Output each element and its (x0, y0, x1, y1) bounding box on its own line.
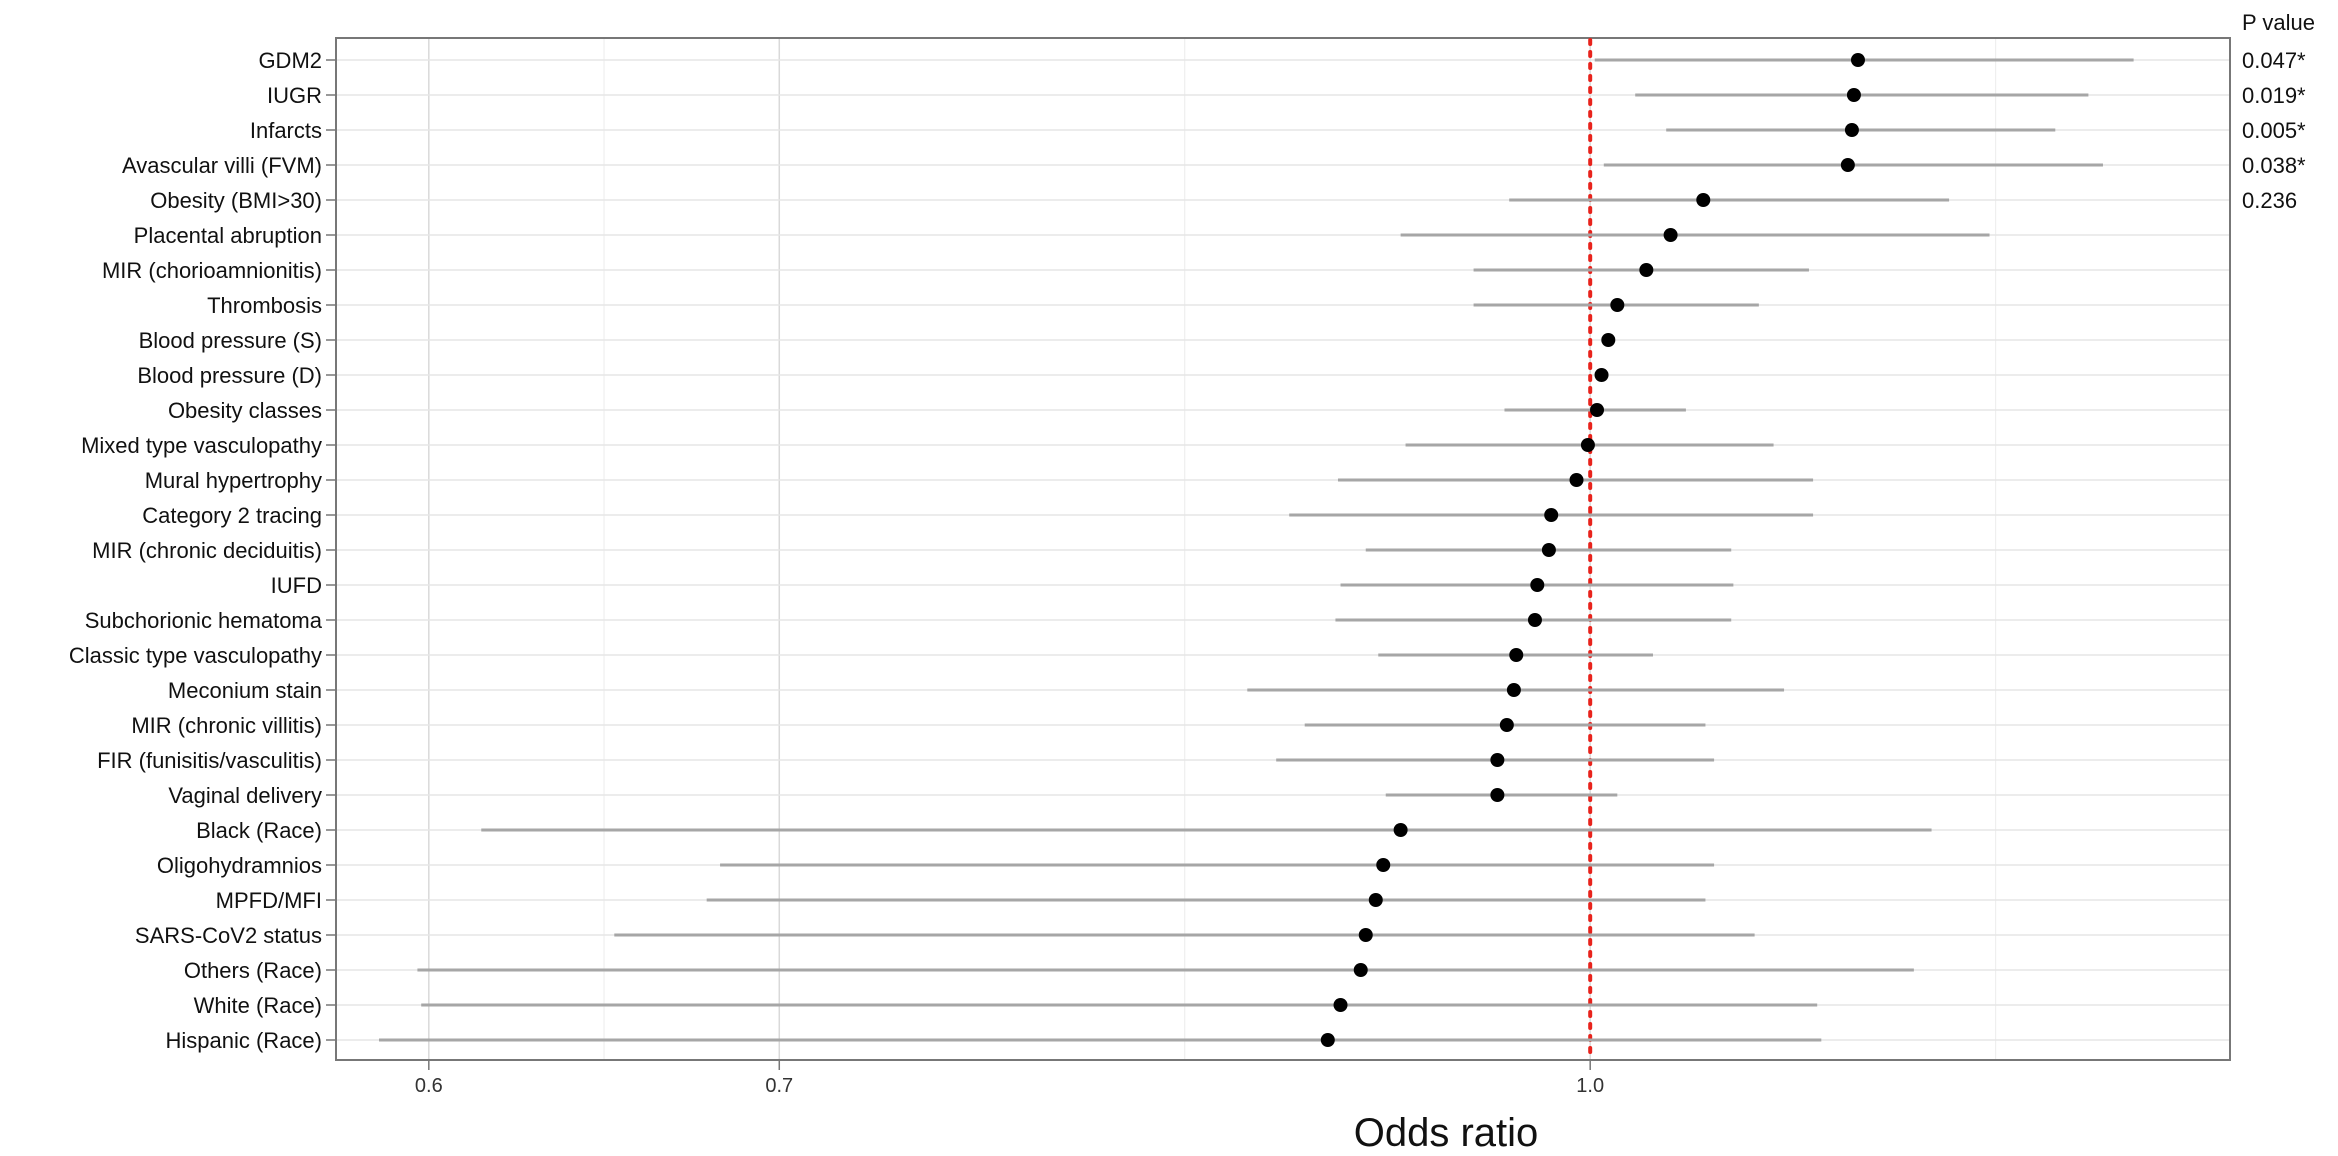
row-label: FIR (funisitis/vasculitis) (97, 748, 322, 773)
row-label: Black (Race) (196, 818, 322, 843)
p-value: 0.047* (2242, 48, 2306, 73)
row-label: MIR (chronic deciduitis) (92, 538, 322, 563)
point-estimate (1590, 403, 1605, 417)
point-estimate (1320, 1033, 1335, 1047)
plot-frame (335, 37, 2231, 1061)
p-value: 0.038* (2242, 153, 2306, 178)
point-estimate (1353, 963, 1368, 977)
row-label: Others (Race) (184, 958, 322, 983)
row-label: Blood pressure (S) (139, 328, 322, 353)
point-estimate (1580, 438, 1595, 452)
row-label: Avascular villi (FVM) (122, 153, 322, 178)
row-label: White (Race) (194, 993, 322, 1018)
row-label: Placental abruption (134, 223, 322, 248)
row-label: Blood pressure (D) (137, 363, 322, 388)
point-estimate (1368, 893, 1383, 907)
confidence-intervals (379, 58, 2134, 1042)
row-label: MPFD/MFI (216, 888, 322, 913)
row-label: Mural hypertrophy (145, 468, 322, 493)
row-label: Category 2 tracing (142, 503, 322, 528)
row-label: Hispanic (Race) (166, 1028, 323, 1053)
p-value: 0.019* (2242, 83, 2306, 108)
point-estimate (1601, 333, 1616, 347)
point-estimate (1844, 123, 1859, 137)
row-label: Subchorionic hematoma (85, 608, 323, 633)
row-label: MIR (chorioamnionitis) (102, 258, 322, 283)
row-label: Obesity (BMI>30) (150, 188, 322, 213)
point-estimate (1541, 543, 1556, 557)
p-value-header: P value (2242, 10, 2315, 35)
row-label: SARS-CoV2 status (135, 923, 322, 948)
point-estimate (1569, 473, 1584, 487)
row-label: Thrombosis (207, 293, 322, 318)
point-estimate (1509, 648, 1524, 662)
x-tick-label: 0.6 (415, 1075, 443, 1097)
point-estimate (1506, 683, 1521, 697)
row-label: GDM2 (258, 48, 322, 73)
point-estimate (1610, 298, 1625, 312)
row-label: Obesity classes (168, 398, 322, 423)
point-estimate (1594, 368, 1609, 382)
p-values: P value 0.047* 0.019* 0.005* 0.038* 0.236 (2242, 10, 2315, 213)
x-axis-title: Odds ratio (1354, 1111, 1539, 1155)
row-label: Vaginal delivery (168, 783, 322, 808)
point-estimate (1850, 53, 1865, 67)
x-tick-label: 1.0 (1576, 1075, 1604, 1097)
point-estimate (1846, 88, 1861, 102)
row-label: IUFD (271, 573, 322, 598)
point-estimate (1696, 193, 1711, 207)
p-value: 0.005* (2242, 118, 2306, 143)
row-label: MIR (chronic villitis) (131, 713, 322, 738)
point-estimate (1499, 718, 1514, 732)
p-value: 0.236 (2242, 188, 2297, 213)
x-tick-label: 0.7 (765, 1075, 793, 1097)
point-estimate (1490, 753, 1505, 767)
point-estimate (1527, 613, 1542, 627)
row-label: Classic type vasculopathy (69, 643, 322, 668)
row-label: IUGR (267, 83, 322, 108)
point-estimate (1530, 578, 1545, 592)
row-label: Infarcts (250, 118, 322, 143)
x-axis-ticks: 0.6 0.7 1.0 (415, 1060, 1604, 1097)
row-label: Mixed type vasculopathy (81, 433, 322, 458)
row-labels: GDM2 IUGR Infarcts Avascular villi (FVM) Obe… (69, 48, 336, 1053)
point-estimate (1663, 228, 1678, 242)
grid (336, 38, 2230, 1060)
point-estimate (1358, 928, 1373, 942)
point-estimate (1393, 823, 1408, 837)
point-estimate (1544, 508, 1559, 522)
point-estimate (1840, 158, 1855, 172)
point-estimate (1376, 858, 1391, 872)
point-estimate (1639, 263, 1654, 277)
point-estimate (1490, 788, 1505, 802)
point-estimates (1320, 53, 1865, 1047)
row-label: Meconium stain (168, 678, 322, 703)
row-label: Oligohydramnios (157, 853, 322, 878)
point-estimate (1333, 998, 1348, 1012)
